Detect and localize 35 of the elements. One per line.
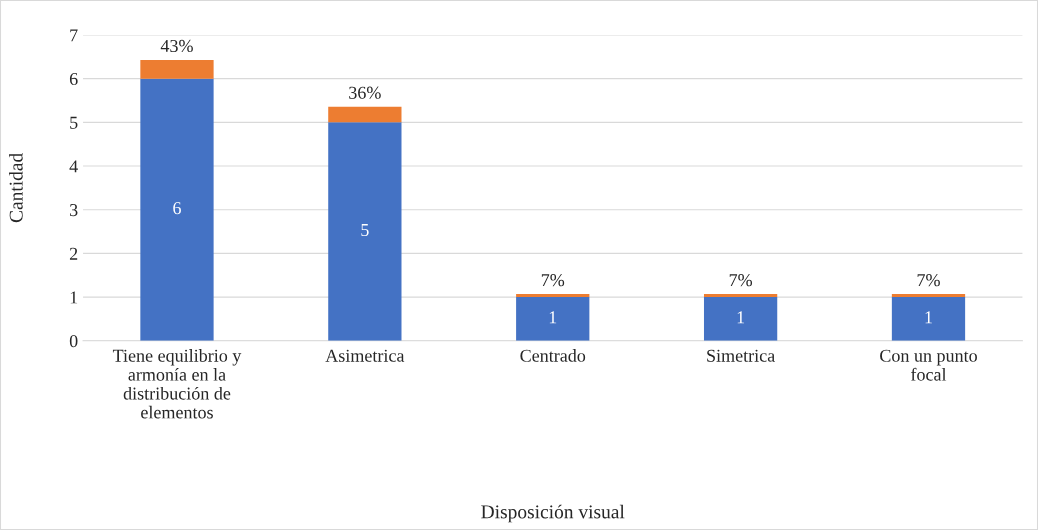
bar xyxy=(703,297,778,341)
data-label: 7% xyxy=(729,274,753,287)
bar xyxy=(140,59,214,79)
y-tick-label: 3 xyxy=(70,204,78,217)
data-label: 36% xyxy=(349,86,381,99)
y-tick-label: 4 xyxy=(69,160,78,173)
bar xyxy=(328,122,402,341)
data-label: 1 xyxy=(549,311,557,324)
data-label: 7% xyxy=(917,274,940,287)
x-tick-label: Centrado xyxy=(520,349,586,362)
data-label: 43% xyxy=(160,39,193,53)
y-tick-label: 5 xyxy=(70,116,78,129)
bar xyxy=(328,106,402,123)
x-axis-title: Disposición visual xyxy=(481,504,625,523)
x-tick-label: Asimetrica xyxy=(325,349,405,362)
x-tick-label: Tiene equilibrio y armonía en la distribución de elementos xyxy=(112,349,242,419)
x-tick-label: Con un punto focal xyxy=(880,349,977,381)
bar xyxy=(516,294,590,298)
y-tick-label: 6 xyxy=(69,72,78,86)
bar xyxy=(516,297,590,341)
bar xyxy=(140,78,214,341)
bar xyxy=(891,294,966,298)
y-axis-title: Cantidad xyxy=(9,153,23,223)
y-tick-label: 1 xyxy=(70,291,78,304)
bar xyxy=(703,294,778,298)
data-label: 6 xyxy=(173,202,181,215)
data-label: 1 xyxy=(925,311,932,324)
data-label: 7% xyxy=(541,274,565,287)
data-label: 1 xyxy=(737,311,745,324)
bar xyxy=(891,297,966,341)
x-tick-label: Simetrica xyxy=(707,349,775,362)
data-label: 5 xyxy=(361,224,369,237)
y-tick-label: 7 xyxy=(70,29,78,42)
y-tick-label: 0 xyxy=(69,335,78,348)
y-tick-label: 2 xyxy=(69,247,78,260)
